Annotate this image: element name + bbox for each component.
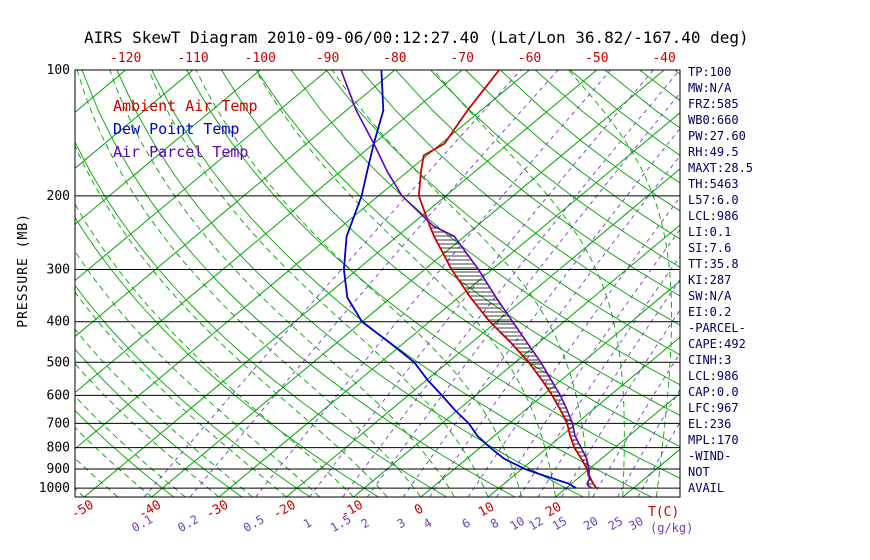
stats-line: KI:287 xyxy=(688,273,732,287)
top-temp-axis: -120 -110 -100 -90 -80 -70 -60 -50 -40 xyxy=(110,51,676,66)
mixing-ratio-tick: 25 xyxy=(606,514,626,533)
mixing-ratio-tick: 2 xyxy=(359,516,372,532)
stats-line: CAP:0.0 xyxy=(688,385,739,399)
bottom-temp-tick: 10 xyxy=(476,500,497,521)
dewpoint-curve xyxy=(342,70,577,489)
pressure-axis-ticks: 100 200 300 400 500 600 700 800 900 1000 xyxy=(39,63,70,496)
dry-adiabat-lines xyxy=(75,70,680,497)
bottom-temp-tick: -20 xyxy=(271,498,299,523)
pressure-tick: 300 xyxy=(47,263,70,278)
bottom-temp-tick: 0 xyxy=(412,502,426,519)
legend-air-parcel-temp: Air Parcel Temp xyxy=(113,143,249,161)
top-temp-tick: -40 xyxy=(652,51,675,66)
mixing-ratio-tick: 8 xyxy=(488,516,501,532)
mixing-ratio-tick: 0.5 xyxy=(241,512,267,535)
top-temp-tick: -90 xyxy=(316,51,339,66)
mixing-ratio-tick: 6 xyxy=(459,516,472,532)
stats-line: AVAIL xyxy=(688,481,725,495)
mixing-ratio-tick: 12 xyxy=(526,514,546,533)
stats-line: L57:6.0 xyxy=(688,193,739,207)
stats-line: CAPE:492 xyxy=(688,337,746,351)
mixing-ratio-tick: 30 xyxy=(626,514,646,533)
pressure-tick: 700 xyxy=(47,416,70,431)
pressure-tick: 1000 xyxy=(39,481,70,496)
stats-line: LFC:967 xyxy=(688,401,739,415)
top-temp-tick: -100 xyxy=(245,51,276,66)
stats-line: TP:100 xyxy=(688,65,732,79)
stats-line: MW:N/A xyxy=(688,81,732,95)
temperature-unit-label: T(C) xyxy=(648,505,680,520)
mixing-ratio-tick: 0.2 xyxy=(175,512,201,535)
mixing-ratio-tick: 3 xyxy=(395,516,408,532)
top-temp-tick: -60 xyxy=(518,51,541,66)
stats-line: -PARCEL- xyxy=(688,321,746,335)
top-temp-tick: -70 xyxy=(450,51,473,66)
top-temp-tick: -120 xyxy=(110,51,141,66)
bottom-temp-tick: -30 xyxy=(203,498,231,523)
bottom-temp-tick: 20 xyxy=(543,500,564,521)
mixing-ratio-lines xyxy=(143,70,680,497)
stats-panel: TP:100 MW:N/A FRZ:585 WB0:660 PW:27.60 RH:49.… xyxy=(688,64,753,496)
pressure-tick: 100 xyxy=(47,63,70,78)
ambient-temp-curve xyxy=(417,70,598,489)
pressure-tick: 900 xyxy=(47,462,70,477)
cape-hatching xyxy=(430,227,597,489)
mixing-ratio-tick: 1 xyxy=(301,516,314,532)
top-temp-tick: -50 xyxy=(585,51,608,66)
mixing-ratio-tick: 10 xyxy=(507,514,527,533)
pressure-tick: 200 xyxy=(47,189,70,204)
mixing-ratio-tick: 15 xyxy=(550,514,570,533)
stats-line: WB0:660 xyxy=(688,113,739,127)
stats-line: PW:27.60 xyxy=(688,129,746,143)
stats-line: TH:5463 xyxy=(688,177,739,191)
stats-line: EL:236 xyxy=(688,417,732,431)
chart-title: AIRS SkewT Diagram 2010-09-06/00:12:27.4… xyxy=(84,28,749,47)
stats-line: SI:7.6 xyxy=(688,241,732,255)
stats-line: MPL:170 xyxy=(688,433,739,447)
plot-border xyxy=(74,69,681,498)
stats-line: MAXT:28.5 xyxy=(688,161,754,175)
stats-line: LI:0.1 xyxy=(688,225,732,239)
pressure-tick: 400 xyxy=(47,315,70,330)
stats-line: FRZ:585 xyxy=(688,97,739,111)
top-temp-tick: -80 xyxy=(383,51,406,66)
bottom-temp-tick: -50 xyxy=(69,498,97,523)
stats-line: RH:49.5 xyxy=(688,145,739,159)
pressure-tick: 800 xyxy=(47,441,70,456)
pressure-axis-label: PRESSURE (MB) xyxy=(16,213,31,328)
stats-line: CINH:3 xyxy=(688,353,732,367)
mixing-ratio-tick: 20 xyxy=(581,514,601,533)
pressure-tick: 500 xyxy=(47,355,70,370)
legend-dew-point-temp: Dew Point Temp xyxy=(113,120,240,138)
legend-ambient-air-temp: Ambient Air Temp xyxy=(113,97,258,115)
stats-line: TT:35.8 xyxy=(688,257,739,271)
stats-line: LCL:986 xyxy=(688,369,739,383)
stats-line: LCL:986 xyxy=(688,209,739,223)
mixing-ratio-tick: 4 xyxy=(421,516,434,532)
stats-line: EI:0.2 xyxy=(688,305,732,319)
mixing-ratio-unit-label: (g/kg) xyxy=(650,521,694,535)
moist-adiabat-lines xyxy=(75,70,673,497)
pressure-grid xyxy=(75,69,680,489)
top-temp-tick: -110 xyxy=(177,51,208,66)
stats-line: SW:N/A xyxy=(688,289,732,303)
pressure-tick: 600 xyxy=(47,388,70,403)
stats-line: NOT xyxy=(688,465,710,479)
parcel-temp-curve xyxy=(340,70,593,489)
stats-line: -WIND- xyxy=(688,449,732,463)
